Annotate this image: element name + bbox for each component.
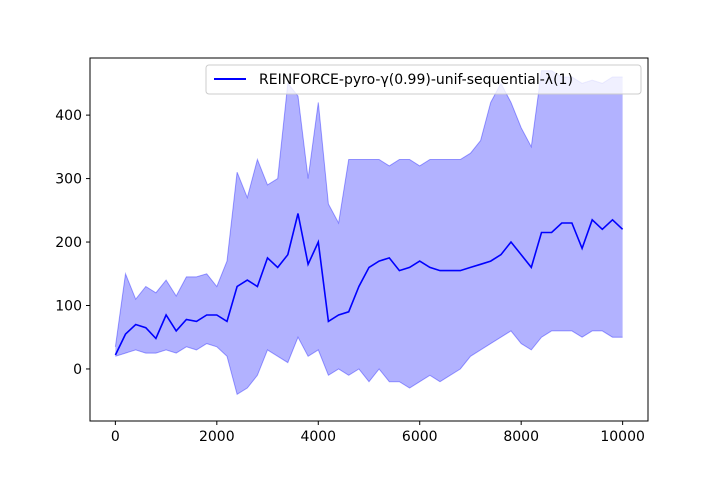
legend: REINFORCE-pyro-γ(0.99)-unif-sequential-λ… [205,64,642,95]
y-tick-label: 200 [55,235,82,251]
y-tick-label: 0 [73,362,82,378]
y-tick-label: 400 [55,108,82,124]
y-axis-ticks: 0 100 200 300 400 [55,108,90,378]
x-tick-label: 10000 [600,429,645,445]
series-line [114,213,624,356]
x-tick-label: 6000 [402,429,438,445]
y-tick-label: 100 [55,299,82,315]
x-tick-label: 0 [111,429,120,445]
x-tick-label: 8000 [503,429,539,445]
mean-line [114,213,624,356]
band-lower-edge [115,330,623,396]
legend-label: REINFORCE-pyro-γ(0.99)-unif-sequential-λ… [259,72,573,88]
x-axis-ticks: 0 2000 4000 6000 8000 10000 [111,421,645,445]
band-upper-edge [114,70,623,347]
band-area [115,70,623,395]
x-tick-label: 2000 [199,429,235,445]
legend-box [205,64,642,95]
plot-frame [89,57,649,422]
x-tick-label: 4000 [300,429,336,445]
y-tick-label: 300 [55,172,82,188]
confidence-band [114,70,623,396]
